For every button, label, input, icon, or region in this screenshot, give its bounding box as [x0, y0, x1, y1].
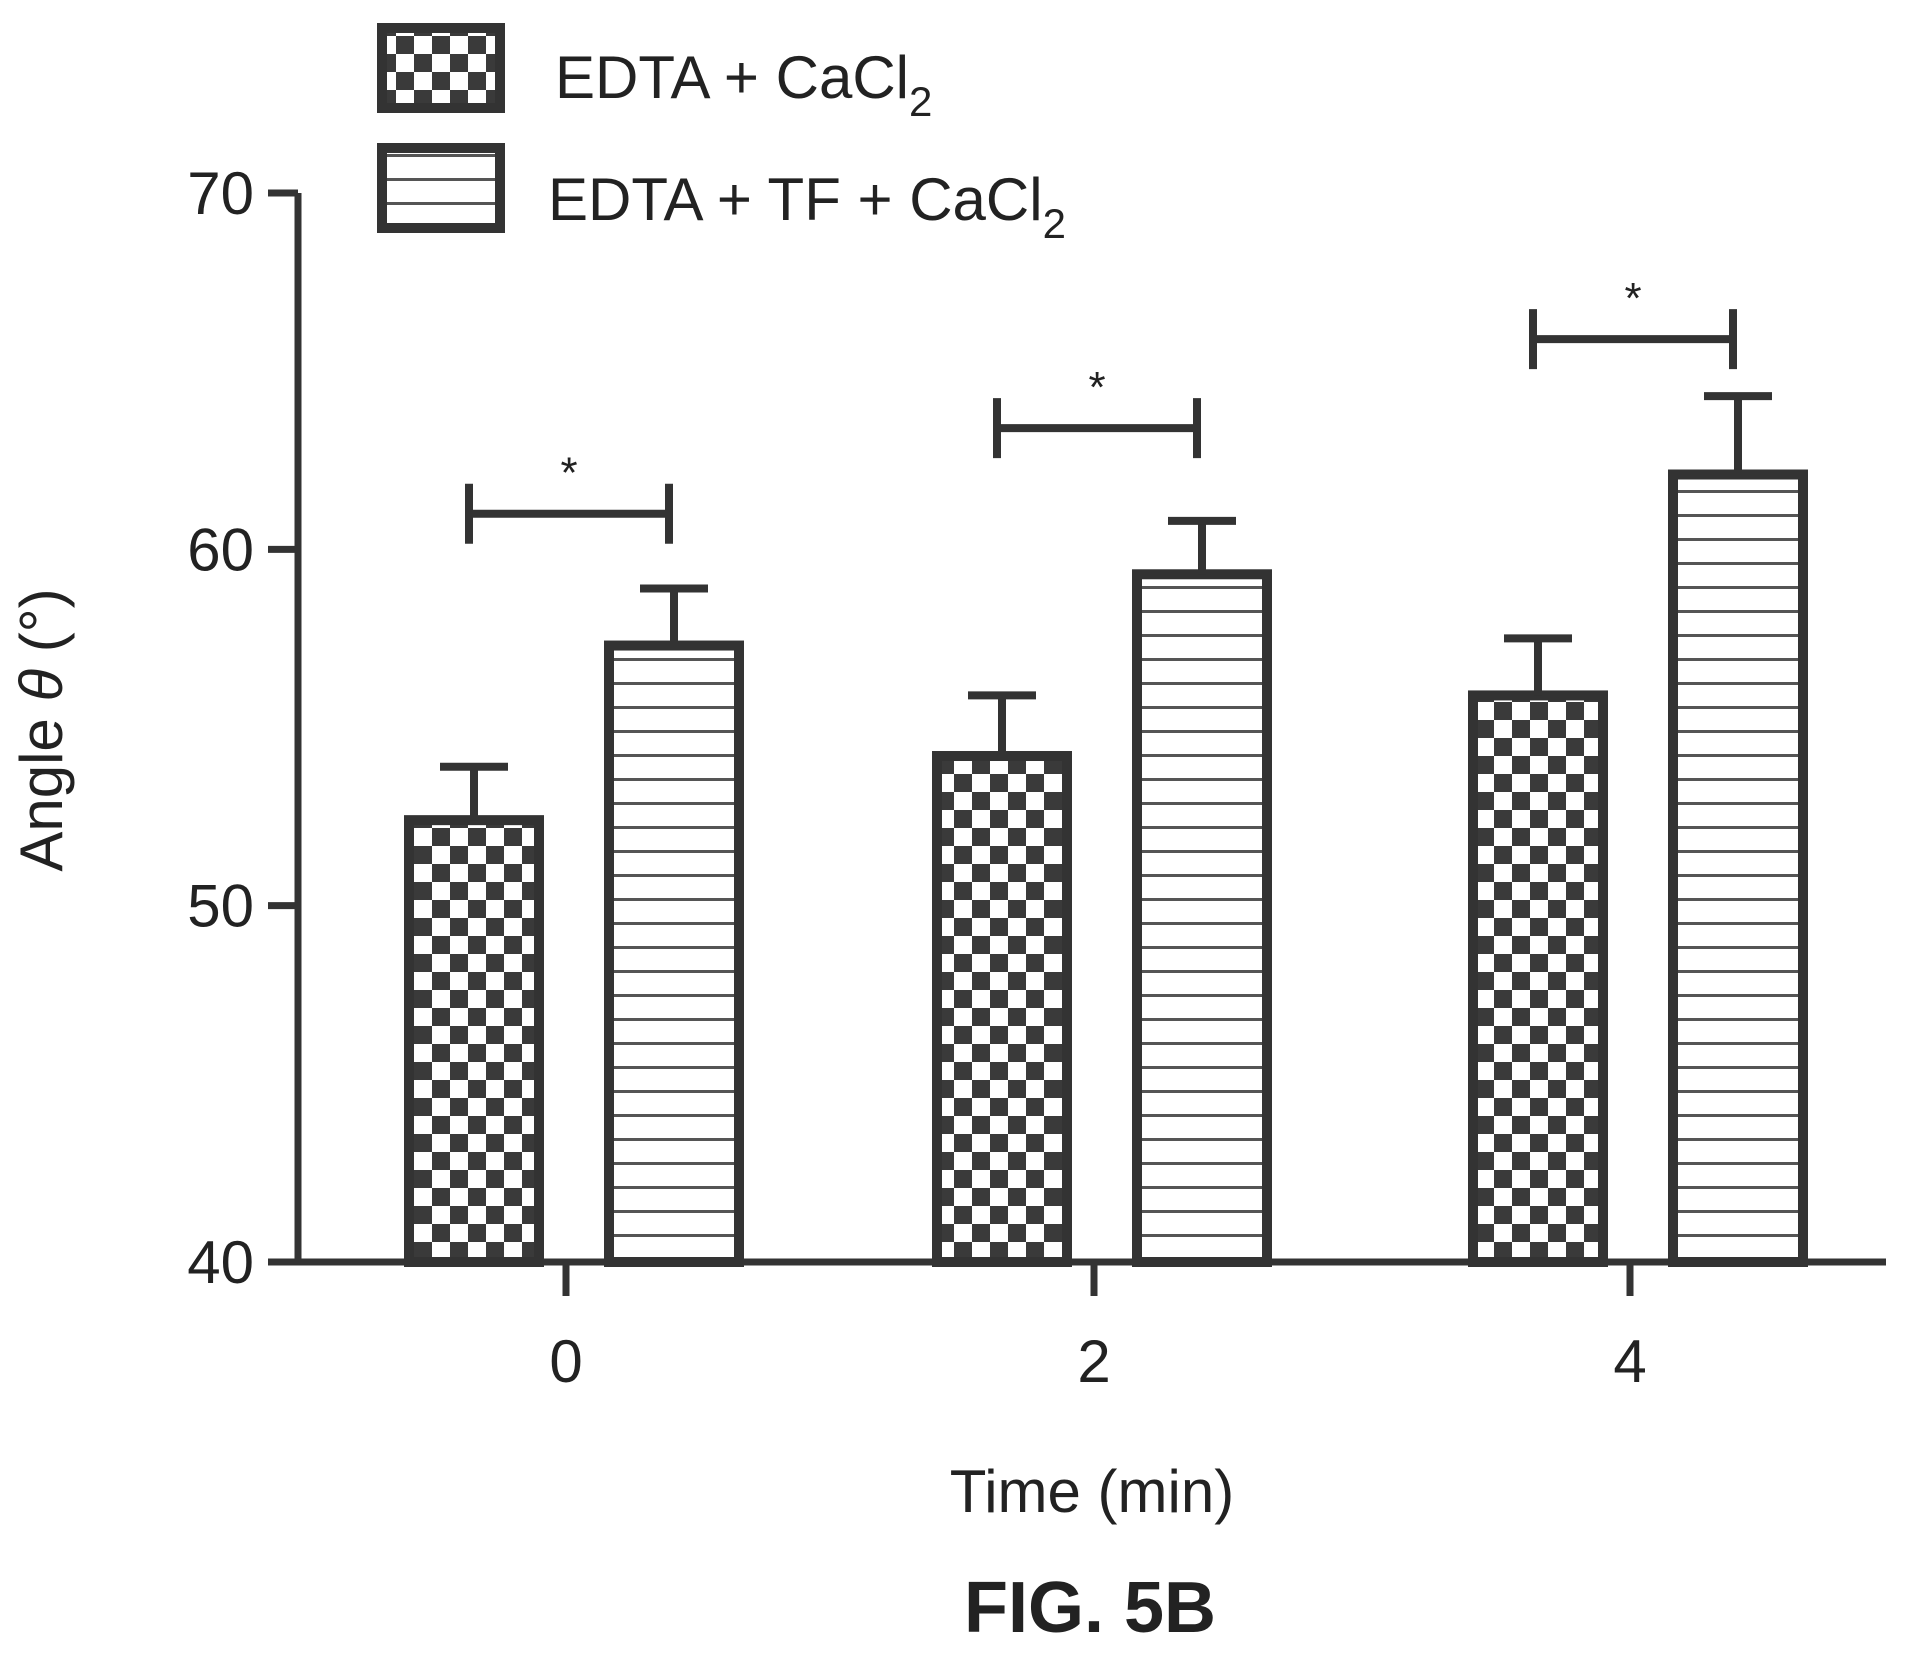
- legend: EDTA + CaCl2 EDTA + TF + CaCl2: [377, 23, 1066, 247]
- bars-layer: [404, 469, 1808, 1267]
- significance-star: *: [1624, 274, 1641, 323]
- bar-series-2-cat-2: [1132, 569, 1272, 1267]
- legend-swatch-checker: [377, 23, 505, 113]
- significance-star: *: [560, 449, 577, 498]
- y-tick-label: 70: [187, 160, 254, 227]
- y-tick-label: 50: [187, 873, 254, 940]
- figure-caption: FIG. 5B: [964, 1568, 1216, 1648]
- error-bars-layer: [440, 392, 1772, 821]
- x-tick-label: 0: [549, 1328, 582, 1395]
- legend-swatch-hstripe: [377, 143, 505, 233]
- y-axis-label: Angle θ (°): [8, 588, 75, 871]
- x-tick-label: 4: [1613, 1328, 1646, 1395]
- legend-label-series-2: EDTA + TF + CaCl2: [548, 166, 1066, 247]
- legend-label-series-1: EDTA + CaCl2: [555, 44, 932, 125]
- y-tick-label: 40: [187, 1229, 254, 1296]
- significance-star: *: [1088, 363, 1105, 412]
- x-axis-label: Time (min): [950, 1458, 1234, 1525]
- bar-series-2-cat-4: [1668, 469, 1808, 1267]
- x-tick-label: 2: [1077, 1328, 1110, 1395]
- bar-series-1-cat-0: [404, 815, 544, 1267]
- significance-layer: * * *: [465, 274, 1737, 544]
- y-tick-label: 60: [187, 516, 254, 583]
- bar-series-2-cat-0: [604, 640, 744, 1267]
- bar-series-1-cat-4: [1468, 690, 1608, 1267]
- bar-series-1-cat-2: [932, 751, 1072, 1267]
